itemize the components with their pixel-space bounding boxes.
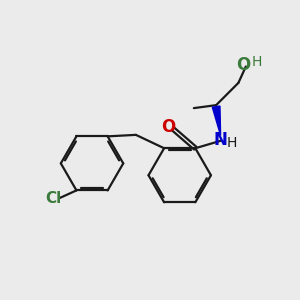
Text: O: O bbox=[236, 56, 250, 74]
Text: N: N bbox=[214, 131, 227, 149]
Text: Cl: Cl bbox=[45, 191, 62, 206]
Polygon shape bbox=[212, 106, 220, 136]
Text: H: H bbox=[252, 55, 262, 69]
Text: O: O bbox=[161, 118, 176, 136]
Text: H: H bbox=[227, 136, 237, 150]
